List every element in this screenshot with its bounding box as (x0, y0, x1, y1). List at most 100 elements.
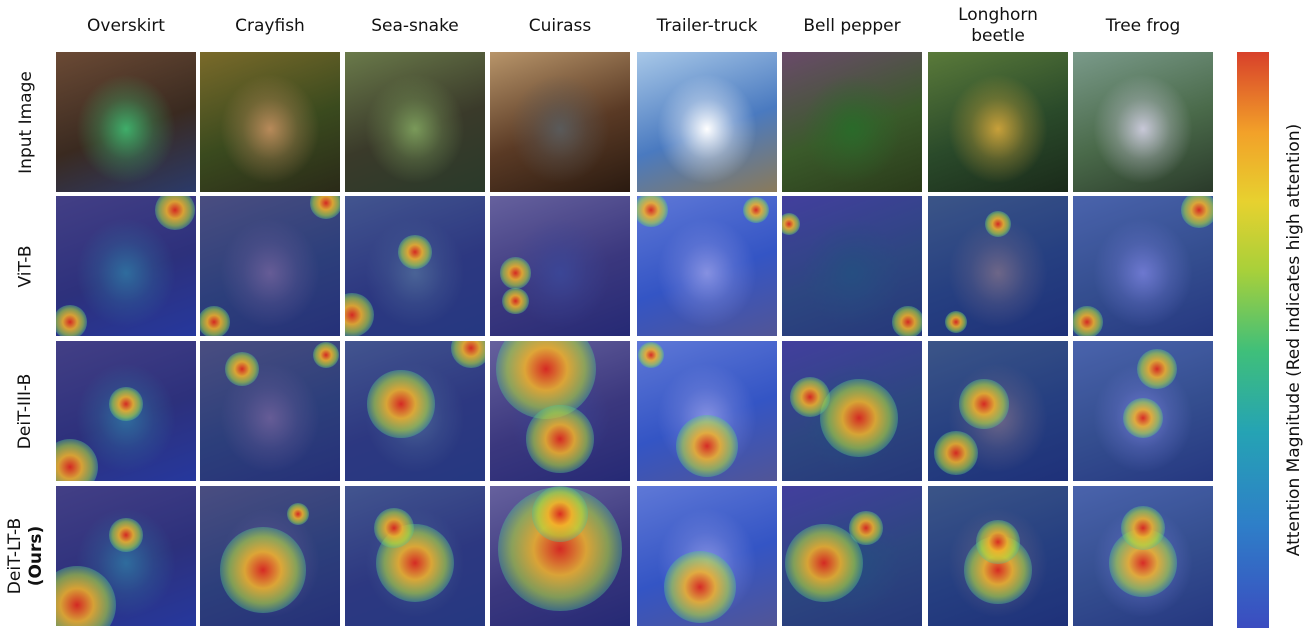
attention-map-1 (200, 486, 340, 626)
row-label-wrap: Input Image (0, 52, 52, 192)
attention-hotspot (784, 523, 864, 603)
photo (637, 52, 777, 192)
attention-map-4 (637, 196, 777, 336)
attention-hotspot (501, 287, 529, 315)
attention-hotspot (154, 196, 196, 231)
input-image-7 (1073, 52, 1213, 192)
attention-map-7 (1073, 486, 1213, 626)
input-image-6 (928, 52, 1068, 192)
attention-hotspot (499, 257, 531, 289)
attention-map-2 (345, 341, 485, 481)
attention-hotspot (849, 511, 883, 545)
row-label: Input Image (16, 71, 37, 174)
attention-hotspot (933, 430, 979, 476)
input-image-3 (490, 52, 630, 192)
attention-hotspot (637, 196, 668, 227)
attention-hotspot (200, 306, 230, 336)
attention-hotspot (56, 305, 87, 336)
attention-hotspot (109, 387, 143, 421)
row-label: DeiT-III-B (16, 373, 37, 448)
colorbar-label: Attention Magnitude (Red indicates high … (1284, 123, 1305, 557)
attention-hotspot (220, 527, 306, 613)
attention-hotspot (782, 212, 801, 236)
attention-map-5 (782, 196, 922, 336)
attention-map-6 (928, 486, 1068, 626)
column-label-bell-pepper: Bell pepper (803, 15, 901, 36)
attention-map-0 (56, 196, 196, 336)
attention-map-2 (345, 196, 485, 336)
attention-map-6 (928, 341, 1068, 481)
column-label-sea-snake: Sea-snake (371, 15, 459, 36)
colorbar-label-wrap: Attention Magnitude (Red indicates high … (1277, 52, 1311, 628)
attention-hotspot (532, 486, 588, 542)
row-label-line: Input Image (15, 70, 36, 174)
attention-hotspot (975, 519, 1021, 565)
attention-hotspot (1136, 348, 1178, 390)
row-label-line: ViT-B (15, 245, 36, 287)
row-label: DeiT-LT-B (Ours) (5, 518, 47, 594)
row-label-bold-line: (Ours) (26, 525, 47, 587)
row-label-wrap: DeiT-LT-B (Ours) (0, 486, 52, 626)
attention-map-4 (637, 341, 777, 481)
input-image-0 (56, 52, 196, 192)
photo (928, 52, 1068, 192)
attention-hotspot (367, 370, 435, 438)
attention-map-3 (490, 341, 630, 481)
attention-map-0 (56, 341, 196, 481)
attention-map-0 (56, 486, 196, 626)
attention-hotspot (675, 414, 739, 478)
attention-hotspot (637, 341, 665, 369)
row-label-wrap: DeiT-III-B (0, 341, 52, 481)
attention-hotspot (310, 196, 340, 219)
attention-map-6 (928, 196, 1068, 336)
photo (56, 52, 196, 192)
column-label-crayfish: Crayfish (235, 15, 305, 36)
input-image-4 (637, 52, 777, 192)
attention-map-7 (1073, 196, 1213, 336)
attention-hotspot (286, 502, 310, 526)
attention-hotspot (944, 310, 968, 334)
attention-hotspot (959, 379, 1009, 429)
attention-map-5 (782, 341, 922, 481)
attention-map-1 (200, 196, 340, 336)
column-label-tree-frog: Tree frog (1105, 15, 1181, 36)
colorbar (1237, 52, 1269, 628)
input-image-1 (200, 52, 340, 192)
attention-map-2 (345, 486, 485, 626)
column-label-longhorn-beetle: Longhorn beetle (958, 5, 1038, 46)
attention-hotspot (312, 341, 340, 369)
row-label-wrap: ViT-B (0, 196, 52, 336)
photo (200, 52, 340, 192)
attention-hotspot (789, 376, 831, 418)
photo (782, 52, 922, 192)
attention-hotspot (526, 405, 594, 473)
row-label: ViT-B (16, 245, 37, 287)
column-label-cuirass: Cuirass (528, 15, 592, 36)
attention-hotspot (819, 378, 899, 458)
attention-hotspot (1120, 505, 1166, 551)
column-label-trailer-truck: Trailer-truck (656, 15, 758, 36)
attention-hotspot (1122, 397, 1164, 439)
input-image-2 (345, 52, 485, 192)
attention-hotspot (398, 235, 432, 269)
attention-hotspot (373, 507, 415, 549)
photo (345, 52, 485, 192)
attention-map-1 (200, 341, 340, 481)
attention-hotspot (984, 210, 1012, 238)
attention-hotspot (225, 352, 259, 386)
attention-map-3 (490, 196, 630, 336)
attention-hotspot (892, 306, 922, 336)
attention-hotspot (664, 550, 736, 623)
photo (490, 52, 630, 192)
row-label-line: DeiT-III-B (15, 373, 36, 449)
attention-hotspot (1073, 306, 1103, 336)
attention-hotspot (742, 196, 770, 224)
photo (1073, 52, 1213, 192)
input-image-5 (782, 52, 922, 192)
attention-hotspot (109, 518, 143, 552)
attention-map-3 (490, 486, 630, 626)
attention-map-7 (1073, 341, 1213, 481)
attention-map-4 (637, 486, 777, 626)
attention-hotspot (1181, 196, 1213, 228)
row-label-line: DeiT-LT-B (5, 517, 26, 595)
